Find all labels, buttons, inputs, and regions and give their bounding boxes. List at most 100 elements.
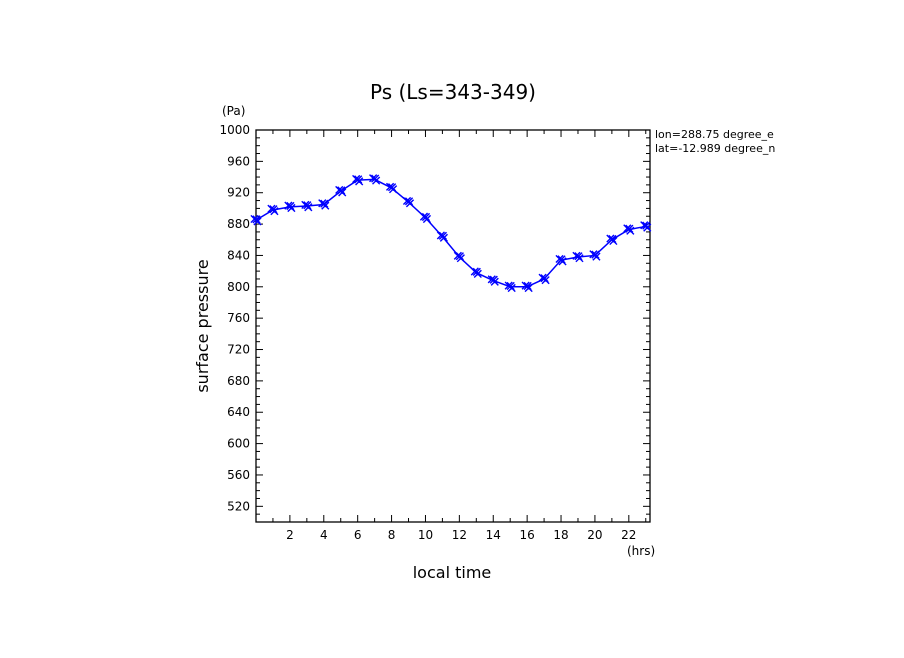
point-marker-stroke xyxy=(558,257,567,266)
point-marker-stroke xyxy=(473,269,482,278)
point-marker-stroke xyxy=(337,186,346,195)
x-tick-label: 2 xyxy=(286,528,294,542)
y-tick-label: 920 xyxy=(227,186,250,200)
data-point xyxy=(352,174,364,186)
y-tick-label: 520 xyxy=(227,499,250,513)
point-marker-stroke xyxy=(355,177,364,186)
data-point xyxy=(318,199,330,210)
point-marker-stroke xyxy=(541,276,550,285)
point-marker-stroke xyxy=(269,205,278,214)
point-marker-stroke xyxy=(455,252,464,261)
data-point xyxy=(606,234,618,246)
point-marker-stroke xyxy=(439,233,449,242)
x-tick-label: 20 xyxy=(587,528,602,542)
data-point xyxy=(521,281,533,293)
point-marker-stroke xyxy=(388,185,398,194)
data-point xyxy=(385,182,398,194)
y-tick-label: 1000 xyxy=(219,123,250,137)
data-point xyxy=(589,250,601,261)
point-marker-stroke xyxy=(643,223,652,232)
data-point xyxy=(369,174,381,185)
x-tick-label: 10 xyxy=(418,528,433,542)
point-marker-stroke xyxy=(574,252,583,261)
y-tick-label: 760 xyxy=(227,311,250,325)
point-marker-stroke xyxy=(404,197,414,206)
x-axis-label: local time xyxy=(413,563,492,582)
point-marker-stroke xyxy=(303,201,312,210)
data-point xyxy=(640,221,652,232)
point-marker-stroke xyxy=(321,201,330,210)
point-marker-stroke xyxy=(387,183,397,192)
y-tick-label: 880 xyxy=(227,217,250,231)
point-marker-stroke xyxy=(320,199,329,208)
data-point xyxy=(623,224,635,235)
point-marker-stroke xyxy=(338,188,347,197)
point-marker-stroke xyxy=(304,203,313,212)
x-tick-label: 14 xyxy=(486,528,501,542)
data-point xyxy=(335,185,347,197)
y-tick-label: 600 xyxy=(227,437,250,451)
point-marker-stroke xyxy=(472,267,481,276)
point-marker-stroke xyxy=(609,236,618,246)
point-marker-stroke xyxy=(422,214,432,224)
y-tick-label: 960 xyxy=(227,154,250,168)
point-marker-stroke xyxy=(490,277,499,286)
point-marker-stroke xyxy=(540,274,549,283)
point-marker-stroke xyxy=(253,217,262,226)
y-tick-label: 800 xyxy=(227,280,250,294)
data-point xyxy=(436,231,449,242)
data-point xyxy=(284,201,296,213)
point-marker-stroke xyxy=(506,281,515,291)
y-tick-label: 840 xyxy=(227,248,250,262)
y-tick-label: 640 xyxy=(227,405,250,419)
point-marker-stroke xyxy=(642,221,651,230)
x-tick-label: 8 xyxy=(388,528,396,542)
point-marker-stroke xyxy=(626,226,635,235)
point-marker-stroke xyxy=(371,174,380,183)
point-marker-stroke xyxy=(591,250,600,259)
x-tick-label: 4 xyxy=(320,528,328,542)
y-axis-label: surface pressure xyxy=(193,259,212,392)
point-marker-stroke xyxy=(524,283,533,293)
data-point xyxy=(419,212,432,224)
point-marker-stroke xyxy=(287,203,296,213)
chart-title: Ps (Ls=343-349) xyxy=(370,80,536,104)
point-marker-stroke xyxy=(456,254,465,263)
y-tick-label: 680 xyxy=(227,374,250,388)
data-point xyxy=(555,254,567,266)
plot-frame xyxy=(255,129,651,523)
data-point xyxy=(402,196,415,208)
annotation-lat: lat=-12.989 degree_n xyxy=(655,142,775,155)
x-tick-label: 12 xyxy=(452,528,467,542)
data-point xyxy=(453,251,465,263)
data-point xyxy=(301,200,313,212)
data-point xyxy=(470,267,482,278)
y-unit-label: (Pa) xyxy=(222,104,245,118)
point-marker-stroke xyxy=(507,283,516,293)
data-point xyxy=(504,281,516,293)
point-marker-stroke xyxy=(438,231,448,240)
point-marker-stroke xyxy=(625,224,634,233)
point-marker-stroke xyxy=(405,199,415,208)
point-marker-stroke xyxy=(286,201,295,211)
point-marker-stroke xyxy=(270,207,279,216)
x-unit-label: (hrs) xyxy=(627,544,655,558)
y-tick-label: 720 xyxy=(227,343,250,357)
data-point xyxy=(267,204,279,216)
point-marker-stroke xyxy=(523,281,532,291)
point-marker-stroke xyxy=(592,252,601,261)
point-marker-stroke xyxy=(421,212,431,222)
point-marker-stroke xyxy=(575,254,584,263)
point-marker-stroke xyxy=(372,176,381,185)
point-marker-stroke xyxy=(557,255,566,264)
data-point xyxy=(572,251,584,263)
x-tick-label: 16 xyxy=(519,528,534,542)
data-point xyxy=(538,273,550,285)
point-marker-stroke xyxy=(252,215,261,224)
x-tick-label: 18 xyxy=(553,528,568,542)
annotation-lon: lon=288.75 degree_e xyxy=(655,128,774,141)
series-line xyxy=(255,178,646,288)
x-tick-label: 22 xyxy=(621,528,636,542)
